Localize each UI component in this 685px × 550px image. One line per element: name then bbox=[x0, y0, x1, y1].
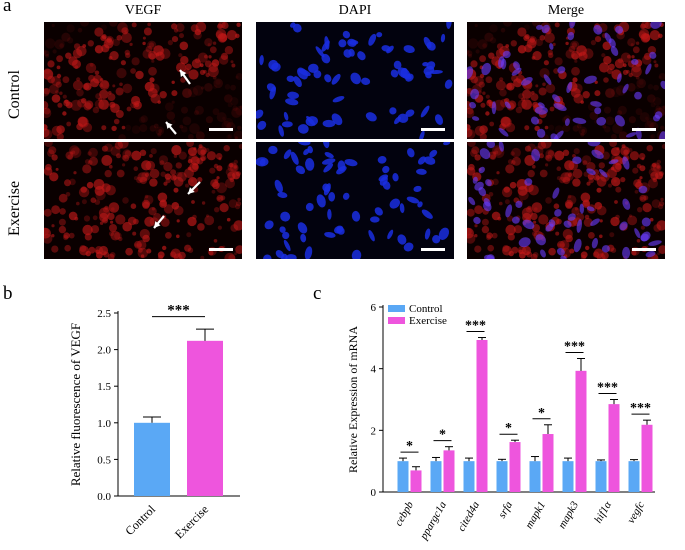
bar-exercise bbox=[187, 340, 223, 496]
significance-label: * bbox=[538, 406, 545, 421]
x-tick-label: vegfc bbox=[625, 499, 647, 525]
x-tick-label: srfa bbox=[496, 499, 515, 520]
y-tick-label: 2.5 bbox=[97, 308, 111, 320]
bar-control bbox=[463, 461, 475, 492]
arrow-marker bbox=[153, 215, 165, 229]
x-tick-label: cited4a bbox=[456, 499, 483, 533]
micrograph-exercise-vegf bbox=[44, 142, 242, 259]
bar-exercise bbox=[608, 404, 620, 492]
legend-swatch bbox=[388, 317, 405, 324]
bar-control bbox=[134, 422, 170, 496]
micrograph-control-dapi bbox=[256, 22, 454, 139]
dapi-nuclei bbox=[468, 142, 662, 259]
scale-bar bbox=[421, 128, 445, 131]
bar-exercise bbox=[575, 370, 587, 492]
micrograph-image bbox=[467, 22, 665, 139]
bar-exercise bbox=[476, 339, 488, 492]
arrow-marker bbox=[179, 69, 191, 85]
micrograph-image bbox=[44, 142, 242, 259]
scale-bar bbox=[421, 248, 445, 251]
micrograph-image bbox=[256, 142, 454, 259]
panel-letter-b: b bbox=[3, 283, 13, 304]
bar-control bbox=[562, 461, 574, 492]
legend-label: Exercise bbox=[409, 315, 447, 327]
x-tick-label: hif1α bbox=[592, 499, 614, 525]
legend-swatch bbox=[388, 305, 405, 312]
significance-label: * bbox=[439, 428, 446, 443]
bar-control bbox=[430, 461, 442, 492]
micrograph-image bbox=[467, 142, 665, 259]
bar-control bbox=[397, 461, 409, 492]
scale-bar bbox=[632, 128, 656, 131]
scale-bar bbox=[209, 248, 233, 251]
x-tick-label: Control bbox=[122, 502, 158, 538]
y-tick-label: 0.5 bbox=[97, 454, 111, 466]
x-tick-label: cebpb bbox=[393, 499, 417, 528]
bar-control bbox=[628, 461, 640, 492]
micrograph-image bbox=[44, 22, 242, 139]
scale-bar bbox=[209, 128, 233, 131]
row-label-exercise: Exercise bbox=[6, 180, 23, 236]
y-tick-label: 0.0 bbox=[97, 491, 111, 503]
y-tick-label: 2 bbox=[371, 425, 377, 437]
dapi-nuclei bbox=[256, 142, 451, 259]
legend-label: Control bbox=[409, 303, 443, 315]
scale-bar bbox=[632, 248, 656, 251]
bar-exercise bbox=[443, 450, 455, 492]
x-tick-label: mapk1 bbox=[523, 500, 548, 531]
vegf-signal bbox=[44, 22, 242, 139]
panel-letter-a: a bbox=[3, 0, 12, 16]
y-axis-label: Relative fluorescence of VEGF bbox=[68, 323, 83, 486]
x-tick-label: Exercise bbox=[172, 502, 211, 541]
y-tick-label: 2.0 bbox=[97, 345, 111, 357]
column-title-dapi: DAPI bbox=[338, 3, 372, 18]
significance-label: *** bbox=[630, 401, 651, 416]
significance-label: *** bbox=[597, 381, 618, 396]
micrograph-exercise-merge bbox=[467, 142, 665, 259]
image-background bbox=[44, 22, 242, 139]
dapi-nuclei bbox=[467, 22, 665, 139]
significance-label: * bbox=[406, 439, 413, 454]
y-tick-label: 1.5 bbox=[97, 381, 111, 393]
bar-control bbox=[595, 461, 607, 492]
x-tick-label: mapk3 bbox=[556, 499, 581, 531]
y-tick-label: 6 bbox=[371, 302, 377, 314]
bar-control bbox=[529, 461, 541, 492]
y-axis-label: Relative Expression of mRNA bbox=[346, 326, 360, 473]
column-title-vegf: VEGF bbox=[124, 3, 162, 18]
arrow-marker bbox=[187, 181, 201, 195]
panel-letter-c: c bbox=[313, 283, 322, 304]
row-label-control: Control bbox=[6, 70, 23, 119]
bar-exercise bbox=[641, 424, 653, 492]
y-tick-label: 1.0 bbox=[97, 418, 111, 430]
x-tick-label: ppargc1a bbox=[417, 499, 449, 542]
micrograph-exercise-dapi bbox=[256, 142, 454, 259]
micrograph-control-vegf bbox=[44, 22, 242, 139]
dapi-nuclei bbox=[256, 22, 453, 139]
significance-label: *** bbox=[564, 339, 585, 354]
column-title-merge: Merge bbox=[547, 3, 585, 18]
bar-control bbox=[496, 461, 508, 492]
chart-relative-expression: 0 2 4 6 * cebpb * ppargc1a *** cited4a * srfa * mapk1… bbox=[346, 302, 655, 543]
bar-exercise bbox=[509, 442, 521, 492]
micrograph-control-merge bbox=[467, 22, 665, 139]
y-tick-label: 0 bbox=[371, 487, 377, 499]
significance-label: *** bbox=[167, 303, 190, 319]
y-tick-label: 4 bbox=[371, 364, 377, 376]
vegf-signal bbox=[44, 142, 242, 259]
significance-label: *** bbox=[465, 319, 486, 334]
significance-label: * bbox=[505, 421, 512, 436]
arrow-marker bbox=[165, 121, 177, 135]
bar-exercise bbox=[410, 470, 422, 492]
bar-exercise bbox=[542, 434, 554, 492]
chart-relative-fluorescence: 0.0 0.5 1.0 1.5 2.0 2.5 Control Exercise *** Rela… bbox=[68, 303, 240, 541]
micrograph-image bbox=[256, 22, 454, 139]
